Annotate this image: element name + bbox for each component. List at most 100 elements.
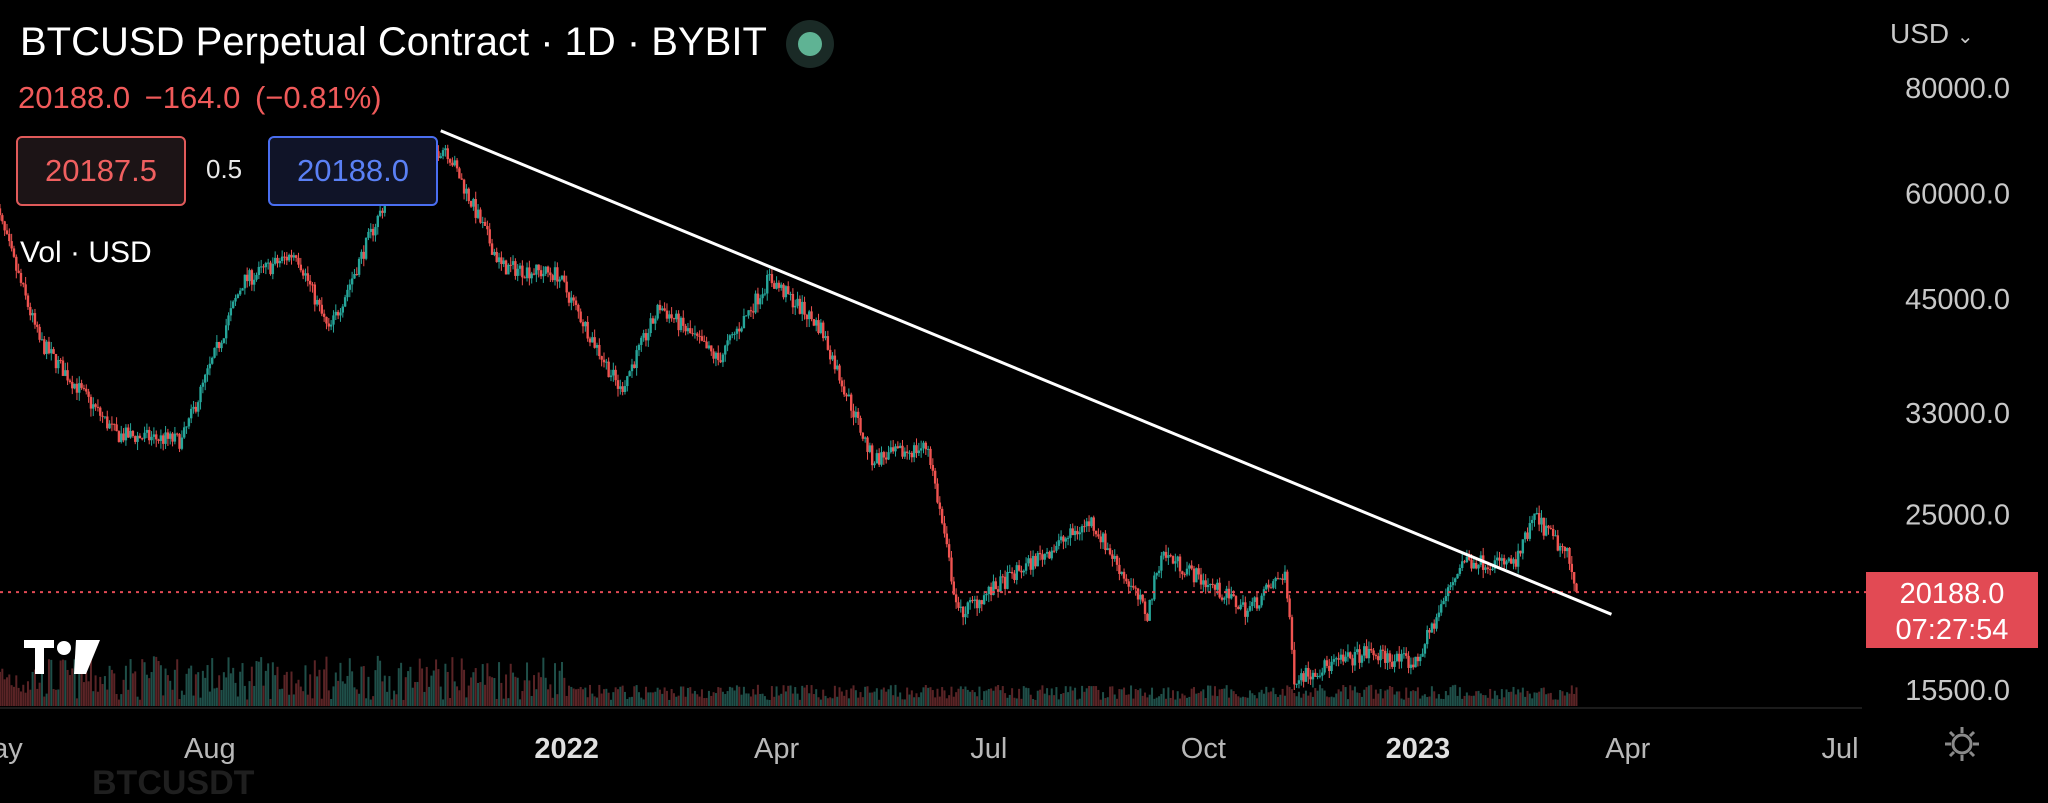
candle-body	[698, 335, 701, 337]
volume-bar	[390, 699, 393, 706]
price-axis[interactable]: 80000.0 60000.0 45000.0 33000.0 25000.0 15500…	[1905, 73, 2010, 707]
time-axis[interactable]: May Aug 2022 Apr Jul Oct 2023 Apr Jul	[0, 733, 1859, 765]
candle-body	[738, 328, 741, 332]
candle-body	[672, 318, 676, 320]
candle-body	[1547, 525, 1550, 528]
candle-body	[1563, 546, 1567, 552]
candle-body	[845, 394, 848, 397]
candle-body	[1465, 557, 1469, 563]
candle-body	[1526, 532, 1529, 539]
volume-bar	[789, 685, 792, 706]
candle-body	[950, 557, 953, 582]
volume-bar	[269, 698, 272, 706]
candle-body	[945, 533, 949, 545]
volume-bar	[1470, 695, 1473, 706]
candle-body	[868, 445, 872, 452]
volume-legend[interactable]: Vol · USD	[20, 236, 152, 269]
candle-body	[542, 273, 545, 277]
candle-body	[271, 263, 275, 275]
candle-body	[553, 267, 557, 281]
tradingview-logo-icon[interactable]	[24, 636, 104, 676]
candle-body	[136, 435, 139, 442]
candle-body	[1174, 561, 1177, 564]
gear-icon[interactable]	[1944, 726, 1980, 762]
trendline[interactable]	[440, 129, 1613, 616]
candle-body	[912, 445, 916, 458]
candle-body	[1451, 582, 1455, 586]
candle-body	[1281, 578, 1284, 581]
candle-body	[1372, 650, 1375, 656]
volume-bar	[1139, 688, 1142, 706]
price-tick-label: 33000.0	[1905, 398, 2010, 430]
candle-body	[640, 337, 643, 345]
candle-body	[1218, 582, 1221, 598]
volume-bar	[36, 688, 39, 706]
candle-body	[313, 284, 317, 305]
volume-bar	[1295, 696, 1298, 706]
volume-bar	[78, 657, 81, 706]
volume-bar	[941, 687, 944, 706]
candle-body	[1512, 559, 1515, 564]
volume-bar	[1008, 694, 1011, 706]
volume-bar	[1251, 693, 1254, 706]
candle-body	[1134, 587, 1137, 589]
volume-bar	[192, 695, 195, 706]
volume-bar	[656, 687, 659, 706]
candle-body	[887, 452, 890, 460]
candle-body	[1530, 519, 1534, 524]
candle-body	[1428, 630, 1431, 633]
candle-body	[940, 508, 944, 524]
volume-bar	[1351, 690, 1354, 706]
candle-body	[936, 483, 939, 503]
candle-body	[1575, 583, 1578, 593]
volume-bar	[663, 687, 666, 706]
volume-bar	[572, 688, 575, 706]
candle-body	[654, 318, 657, 324]
volume-bar	[295, 683, 298, 706]
volume-bar	[803, 687, 806, 706]
candle-body	[1311, 672, 1315, 680]
sell-button[interactable]: 20187.5	[16, 136, 186, 206]
volume-bar	[1179, 698, 1182, 706]
candle-body	[187, 418, 191, 427]
volume-bar	[446, 671, 449, 706]
volume-bar	[1172, 690, 1175, 706]
volume-bar	[1325, 696, 1328, 706]
candle-body	[626, 376, 629, 387]
volume-bar	[880, 689, 883, 706]
volume-bar	[1081, 685, 1084, 706]
market-status-icon[interactable]	[786, 20, 834, 68]
candle-body	[1293, 649, 1296, 685]
volume-bar	[372, 696, 375, 706]
volume-bar	[1500, 689, 1503, 706]
volume-bar	[1132, 698, 1135, 706]
volume-bar	[637, 692, 640, 706]
volume-bar	[747, 693, 750, 706]
currency-selector[interactable]: USD ⌄	[1890, 18, 1974, 50]
volume-bar	[875, 688, 878, 706]
candle-body	[1486, 567, 1490, 570]
candle-body	[756, 293, 760, 305]
volume-bar	[649, 692, 652, 706]
volume-bar	[826, 698, 829, 706]
candle-body	[577, 304, 580, 312]
volume-bar	[966, 689, 969, 706]
volume-bar	[962, 689, 965, 706]
volume-bar	[1444, 691, 1447, 706]
candle-body	[1106, 548, 1109, 551]
candle-body	[108, 423, 111, 429]
candle-body	[567, 292, 571, 303]
buy-button[interactable]: 20188.0	[268, 136, 438, 206]
volume-bar	[96, 691, 99, 706]
volume-bar	[945, 698, 948, 706]
candle-body	[1129, 585, 1133, 587]
candle-body	[304, 273, 307, 276]
candle-body	[1309, 676, 1312, 680]
candle-body	[975, 599, 979, 609]
volume-bar	[575, 689, 578, 706]
price-tick-label: 25000.0	[1905, 500, 2010, 532]
candle-body	[637, 344, 641, 351]
symbol-title[interactable]: BTCUSD Perpetual Contract · 1D · BYBIT	[20, 20, 767, 64]
volume-bar	[682, 686, 685, 706]
